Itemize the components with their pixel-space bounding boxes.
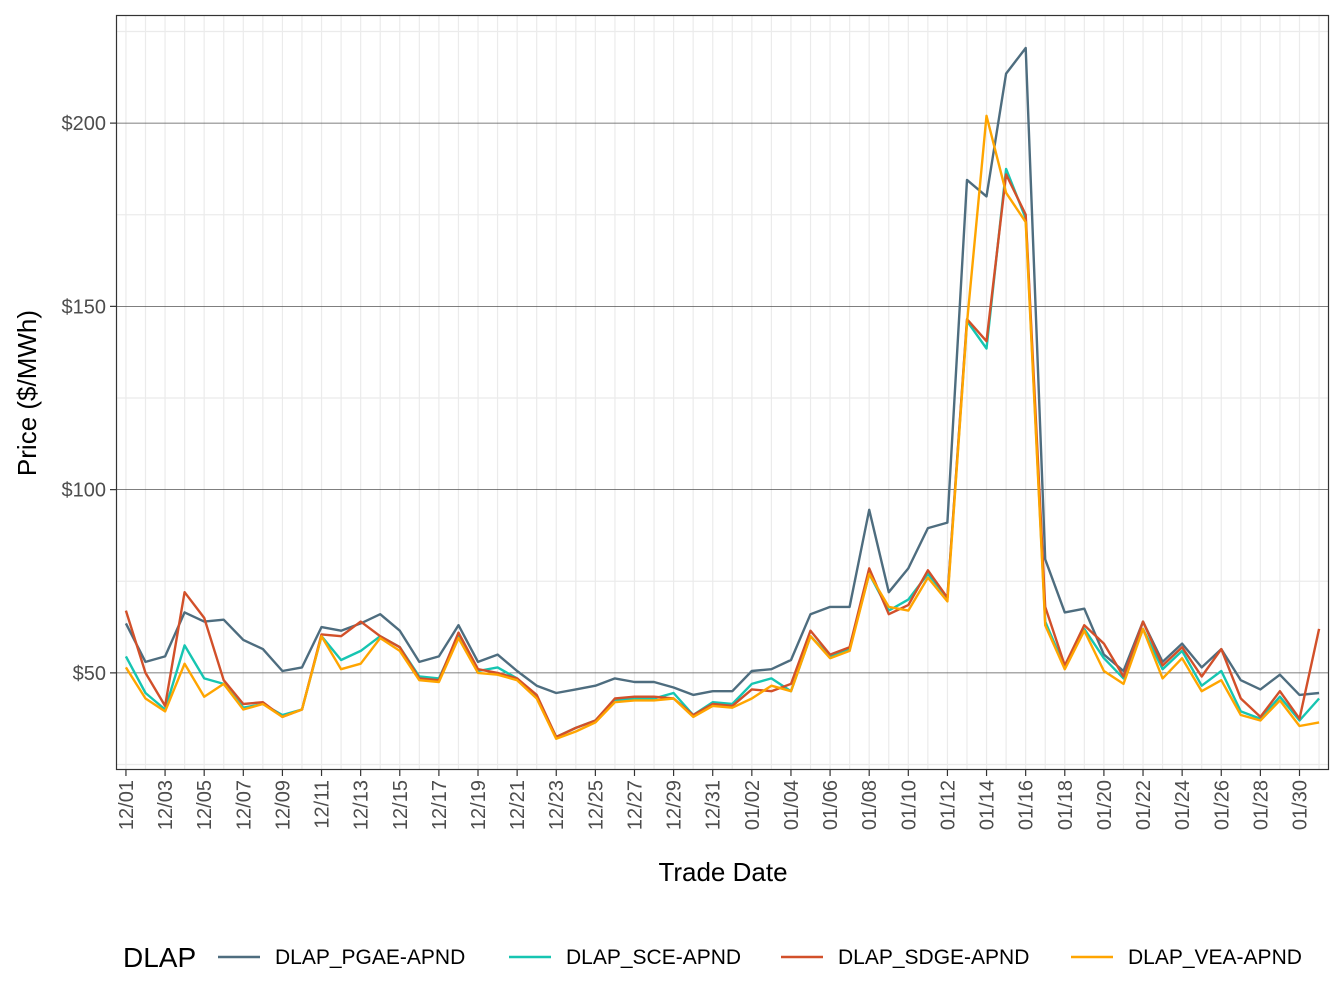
panel-border xyxy=(115,14,1330,771)
x-tick-label: 01/16 xyxy=(1016,780,1038,830)
y-tick-label: $50 xyxy=(73,663,106,685)
x-tick-label: 01/24 xyxy=(1172,780,1194,830)
x-axis-title: Trade Date xyxy=(658,857,787,887)
x-tick-label: 12/15 xyxy=(390,780,412,830)
x-tick-label: 12/29 xyxy=(664,780,686,830)
x-tick-label: 01/04 xyxy=(781,780,803,830)
y-tick-label: $150 xyxy=(62,296,107,318)
y-tick-label: $100 xyxy=(62,480,107,502)
series-line-DLAP_PGAE-APND xyxy=(124,46,1320,697)
panel-background xyxy=(116,15,1329,770)
x-tick-label: 01/30 xyxy=(1289,780,1311,830)
x-axis: 12/01 12/03 12/05 12/07 12/09 12/11 12/13 12/15… xyxy=(116,770,1311,830)
x-tick-label: 01/10 xyxy=(898,780,920,830)
x-tick-label: 01/08 xyxy=(859,780,881,830)
x-tick-label: 12/25 xyxy=(585,780,607,830)
x-tick-label: 12/21 xyxy=(507,780,529,830)
x-tick-label: 12/19 xyxy=(468,780,490,830)
x-tick-label: 01/02 xyxy=(742,780,764,830)
legend-title: DLAP xyxy=(123,942,196,973)
x-tick-label: 12/07 xyxy=(233,780,255,830)
series-line-DLAP_SDGE-APND xyxy=(124,173,1321,739)
series-line-DLAP_VEA-APND xyxy=(124,114,1320,740)
legend-label-DLAP_PGAE-APND: DLAP_PGAE-APND xyxy=(275,946,465,969)
y-tick-label: $200 xyxy=(62,113,107,135)
x-tick-label: 12/13 xyxy=(351,780,373,830)
x-tick-label: 01/28 xyxy=(1250,780,1272,830)
x-tick-label: 12/23 xyxy=(546,780,568,830)
x-tick-label: 01/14 xyxy=(977,780,999,830)
y-axis: $50 $100 $150 $200 xyxy=(62,113,116,685)
x-tick-label: 01/22 xyxy=(1133,780,1155,830)
y-axis-title: Price ($/MWh) xyxy=(12,310,42,476)
x-tick-label: 01/26 xyxy=(1211,780,1233,830)
legend: DLAP DLAP_PGAE-APND DLAP_SCE-APND DLAP_SDG… xyxy=(123,942,1302,973)
grid-major xyxy=(116,122,1329,674)
legend-label-DLAP_SCE-APND: DLAP_SCE-APND xyxy=(566,946,741,969)
legend-label-DLAP_SDGE-APND: DLAP_SDGE-APND xyxy=(838,946,1029,969)
legend-label-DLAP_VEA-APND: DLAP_VEA-APND xyxy=(1128,946,1302,969)
series-lines xyxy=(124,46,1321,740)
x-tick-label: 01/18 xyxy=(1055,780,1077,830)
x-tick-label: 12/17 xyxy=(429,780,451,830)
x-tick-label: 01/20 xyxy=(1094,780,1116,830)
x-tick-label: 12/09 xyxy=(272,780,294,830)
x-tick-label: 12/11 xyxy=(312,780,334,829)
x-tick-label: 12/31 xyxy=(703,780,725,830)
x-tick-label: 12/01 xyxy=(116,780,138,830)
x-tick-label: 12/05 xyxy=(194,780,216,830)
x-tick-label: 12/27 xyxy=(624,780,646,830)
x-tick-label: 01/06 xyxy=(820,780,842,830)
x-tick-label: 12/03 xyxy=(155,780,177,830)
x-tick-label: 01/12 xyxy=(937,780,959,830)
